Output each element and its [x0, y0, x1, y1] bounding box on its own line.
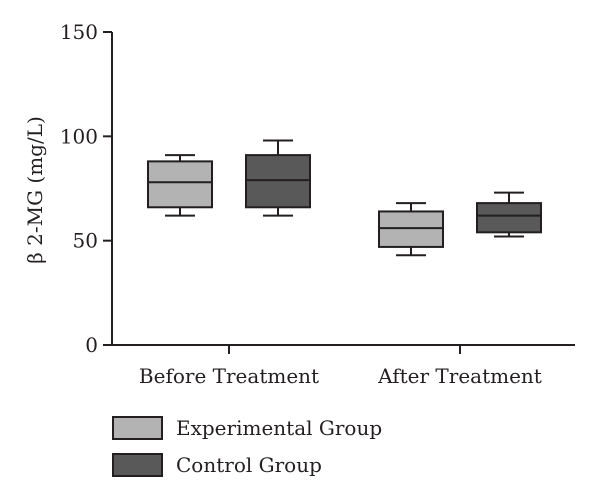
- legend-swatch: [112, 453, 163, 477]
- y-tick-label: 50: [73, 229, 98, 253]
- y-tick-label: 100: [60, 124, 98, 148]
- box-plot-series: [147, 139, 542, 257]
- y-tick-label: 150: [60, 20, 98, 44]
- legend-swatch: [112, 416, 163, 440]
- legend: Experimental Group Control Group: [112, 416, 382, 477]
- y-axis-label: β 2-MG (mg/L): [23, 116, 47, 264]
- legend-label: Experimental Group: [176, 416, 382, 440]
- box-group: [476, 191, 542, 238]
- legend-label: Control Group: [176, 453, 322, 477]
- box-group: [245, 139, 311, 217]
- box-group: [378, 202, 444, 257]
- box: [147, 160, 213, 209]
- box-group: [147, 154, 213, 217]
- axes: 0 50 100 150 Before Treatment After Treatment: [60, 20, 575, 388]
- x-tick-label: Before Treatment: [139, 364, 319, 388]
- box: [378, 210, 444, 248]
- x-tick-label: After Treatment: [377, 364, 542, 388]
- box: [245, 154, 311, 209]
- y-tick-label: 0: [85, 333, 98, 357]
- box: [476, 202, 542, 234]
